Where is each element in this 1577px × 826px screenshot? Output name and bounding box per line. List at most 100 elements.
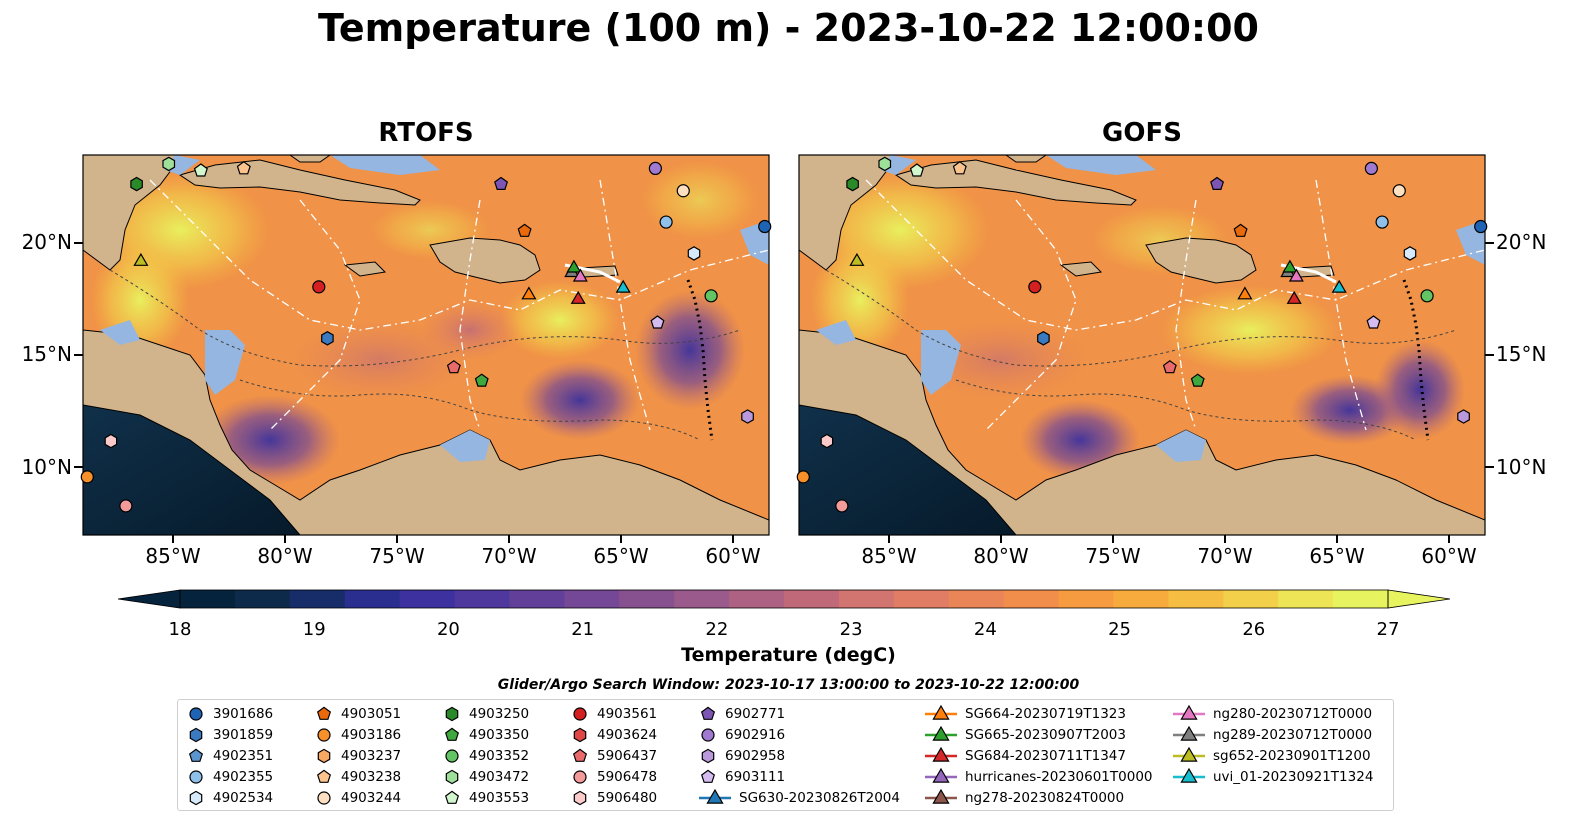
legend-item-label: SG684-20230711T1347 — [965, 748, 1126, 764]
pentagon-marker-icon — [188, 748, 204, 762]
map-marker-4903186 — [80, 470, 94, 484]
legend-item: hurricanes-20230601T0000 — [923, 767, 1153, 787]
legend-item-label: SG665-20230907T2003 — [965, 727, 1126, 743]
colorbar-cell — [1278, 590, 1334, 608]
pentagon-marker-icon — [572, 748, 588, 762]
map-marker-5906437 — [1162, 360, 1177, 374]
legend-item-label: ng278-20230824T0000 — [965, 790, 1125, 806]
colorbar-cell — [509, 590, 565, 608]
legend-item-label: 4903250 — [469, 706, 530, 722]
colorbar-tick-label: 24 — [973, 619, 997, 640]
map-marker-4903472 — [162, 156, 176, 172]
map-marker-uvi_01-20230921T1324 — [615, 279, 631, 293]
map-marker-4903250 — [130, 176, 143, 192]
lon-label-80w-rtofs: 80°W — [257, 544, 313, 568]
colorbar-cell — [344, 590, 401, 608]
legend-item: uvi_01-20230921T1324 — [1171, 767, 1373, 787]
lon-label-85w-gofs: 85°W — [861, 544, 917, 568]
map-marker-4903186 — [796, 470, 810, 484]
map-marker-6902916 — [1364, 161, 1378, 176]
map-marker-6902771 — [1210, 176, 1225, 190]
legend-item: 4903250 — [441, 704, 529, 724]
legend-item: 4903472 — [441, 767, 529, 787]
colorbar-cell — [1113, 590, 1169, 608]
map-marker-sg652-20230901T1200 — [133, 252, 149, 266]
legend-item-label: 4902534 — [213, 790, 274, 806]
colorbar-cell — [1058, 590, 1115, 608]
hexagon-marker-icon — [701, 748, 715, 764]
colorbar-cell — [674, 590, 730, 608]
map-marker-4903244 — [676, 184, 690, 198]
triangle-line-icon — [1173, 747, 1205, 762]
legend-item-label: 4903553 — [469, 790, 530, 806]
map-marker-4903250 — [846, 176, 859, 192]
legend-item-label: 3901686 — [213, 706, 274, 722]
colorbar-cell — [1168, 590, 1224, 608]
hexagon-marker-icon — [573, 790, 587, 806]
colorbar-cell — [564, 590, 620, 608]
colorbar-cell — [948, 590, 1005, 608]
colorbar-tick-label: 22 — [705, 619, 729, 640]
legend-item-label: SG630-20230826T2004 — [739, 790, 900, 806]
legend-item: 5906480 — [569, 788, 657, 808]
main-title: Temperature (100 m) - 2023-10-22 12:00:0… — [317, 6, 1259, 50]
lon-label-75w-gofs: 75°W — [1085, 544, 1141, 568]
circle-marker-icon — [701, 728, 715, 742]
circle-marker-icon — [573, 707, 587, 721]
legend-item-label: 5906478 — [597, 769, 658, 785]
legend-item-label: SG664-20230719T1323 — [965, 706, 1126, 722]
legend-item-label: 6902771 — [725, 706, 786, 722]
colorbar-tick-label: 18 — [168, 619, 192, 640]
hexagon-marker-icon — [573, 727, 587, 743]
colorbar-tick-label: 27 — [1376, 619, 1400, 640]
map-figure — [74, 154, 1494, 543]
legend-item: 4903237 — [313, 746, 401, 766]
legend-item-label: 4903237 — [341, 748, 402, 764]
colorbar-tick-label: 21 — [571, 619, 595, 640]
map-marker-4903553 — [193, 163, 208, 177]
legend-item: 3901859 — [185, 725, 273, 745]
triangle-line-icon — [925, 705, 957, 720]
hexagon-marker-icon — [445, 769, 459, 785]
legend-item-label: 4903352 — [469, 748, 530, 764]
lat-label-20n-right: 20°N — [1496, 230, 1547, 254]
circle-marker-icon — [445, 749, 459, 763]
legend-item: 3901686 — [185, 704, 273, 724]
legend-item: SG684-20230711T1347 — [923, 746, 1126, 766]
pentagon-marker-icon — [316, 706, 332, 720]
pentagon-marker-icon — [316, 769, 332, 783]
lat-label-15n-right: 15°N — [1496, 342, 1547, 366]
legend-item-label: 4903472 — [469, 769, 530, 785]
pentagon-marker-icon — [700, 706, 716, 720]
legend-item-label: 6903111 — [725, 769, 786, 785]
legend-item: 4903244 — [313, 788, 401, 808]
map-marker-4903238 — [952, 161, 967, 175]
lat-label-10n-left: 10°N — [21, 455, 72, 479]
map-marker-6903111 — [1366, 315, 1381, 329]
map-marker-SG665-20230907T2003 — [566, 259, 582, 273]
legend-item: 4902355 — [185, 767, 273, 787]
triangle-line-icon — [925, 726, 957, 741]
legend-item: 6903111 — [697, 767, 785, 787]
colorbar-cell — [1333, 590, 1389, 608]
lon-label-60w-rtofs: 60°W — [705, 544, 761, 568]
map-marker-5906437 — [446, 360, 461, 374]
legend-item-label: 6902916 — [725, 727, 786, 743]
triangle-line-icon — [1173, 705, 1205, 720]
map-marker-ng280-20230712T0000 — [1288, 268, 1304, 282]
legend-item: 4902534 — [185, 788, 273, 808]
map-marker-4903350 — [1190, 373, 1205, 387]
legend-item-label: 4903238 — [341, 769, 402, 785]
legend-item-label: 4902351 — [213, 748, 274, 764]
map-marker-4903472 — [878, 156, 892, 172]
legend-item-label: uvi_01-20230921T1324 — [1213, 769, 1374, 785]
legend-item-label: 4903051 — [341, 706, 402, 722]
legend-item: 4903051 — [313, 704, 401, 724]
map-marker-3901686 — [1474, 219, 1488, 234]
legend-item: 6902771 — [697, 704, 785, 724]
legend-item: SG664-20230719T1323 — [923, 704, 1126, 724]
map-marker-6903111 — [650, 315, 665, 329]
circle-marker-icon — [317, 728, 331, 742]
legend-item-label: ng280-20230712T0000 — [1213, 706, 1373, 722]
lon-label-70w-rtofs: 70°W — [481, 544, 537, 568]
